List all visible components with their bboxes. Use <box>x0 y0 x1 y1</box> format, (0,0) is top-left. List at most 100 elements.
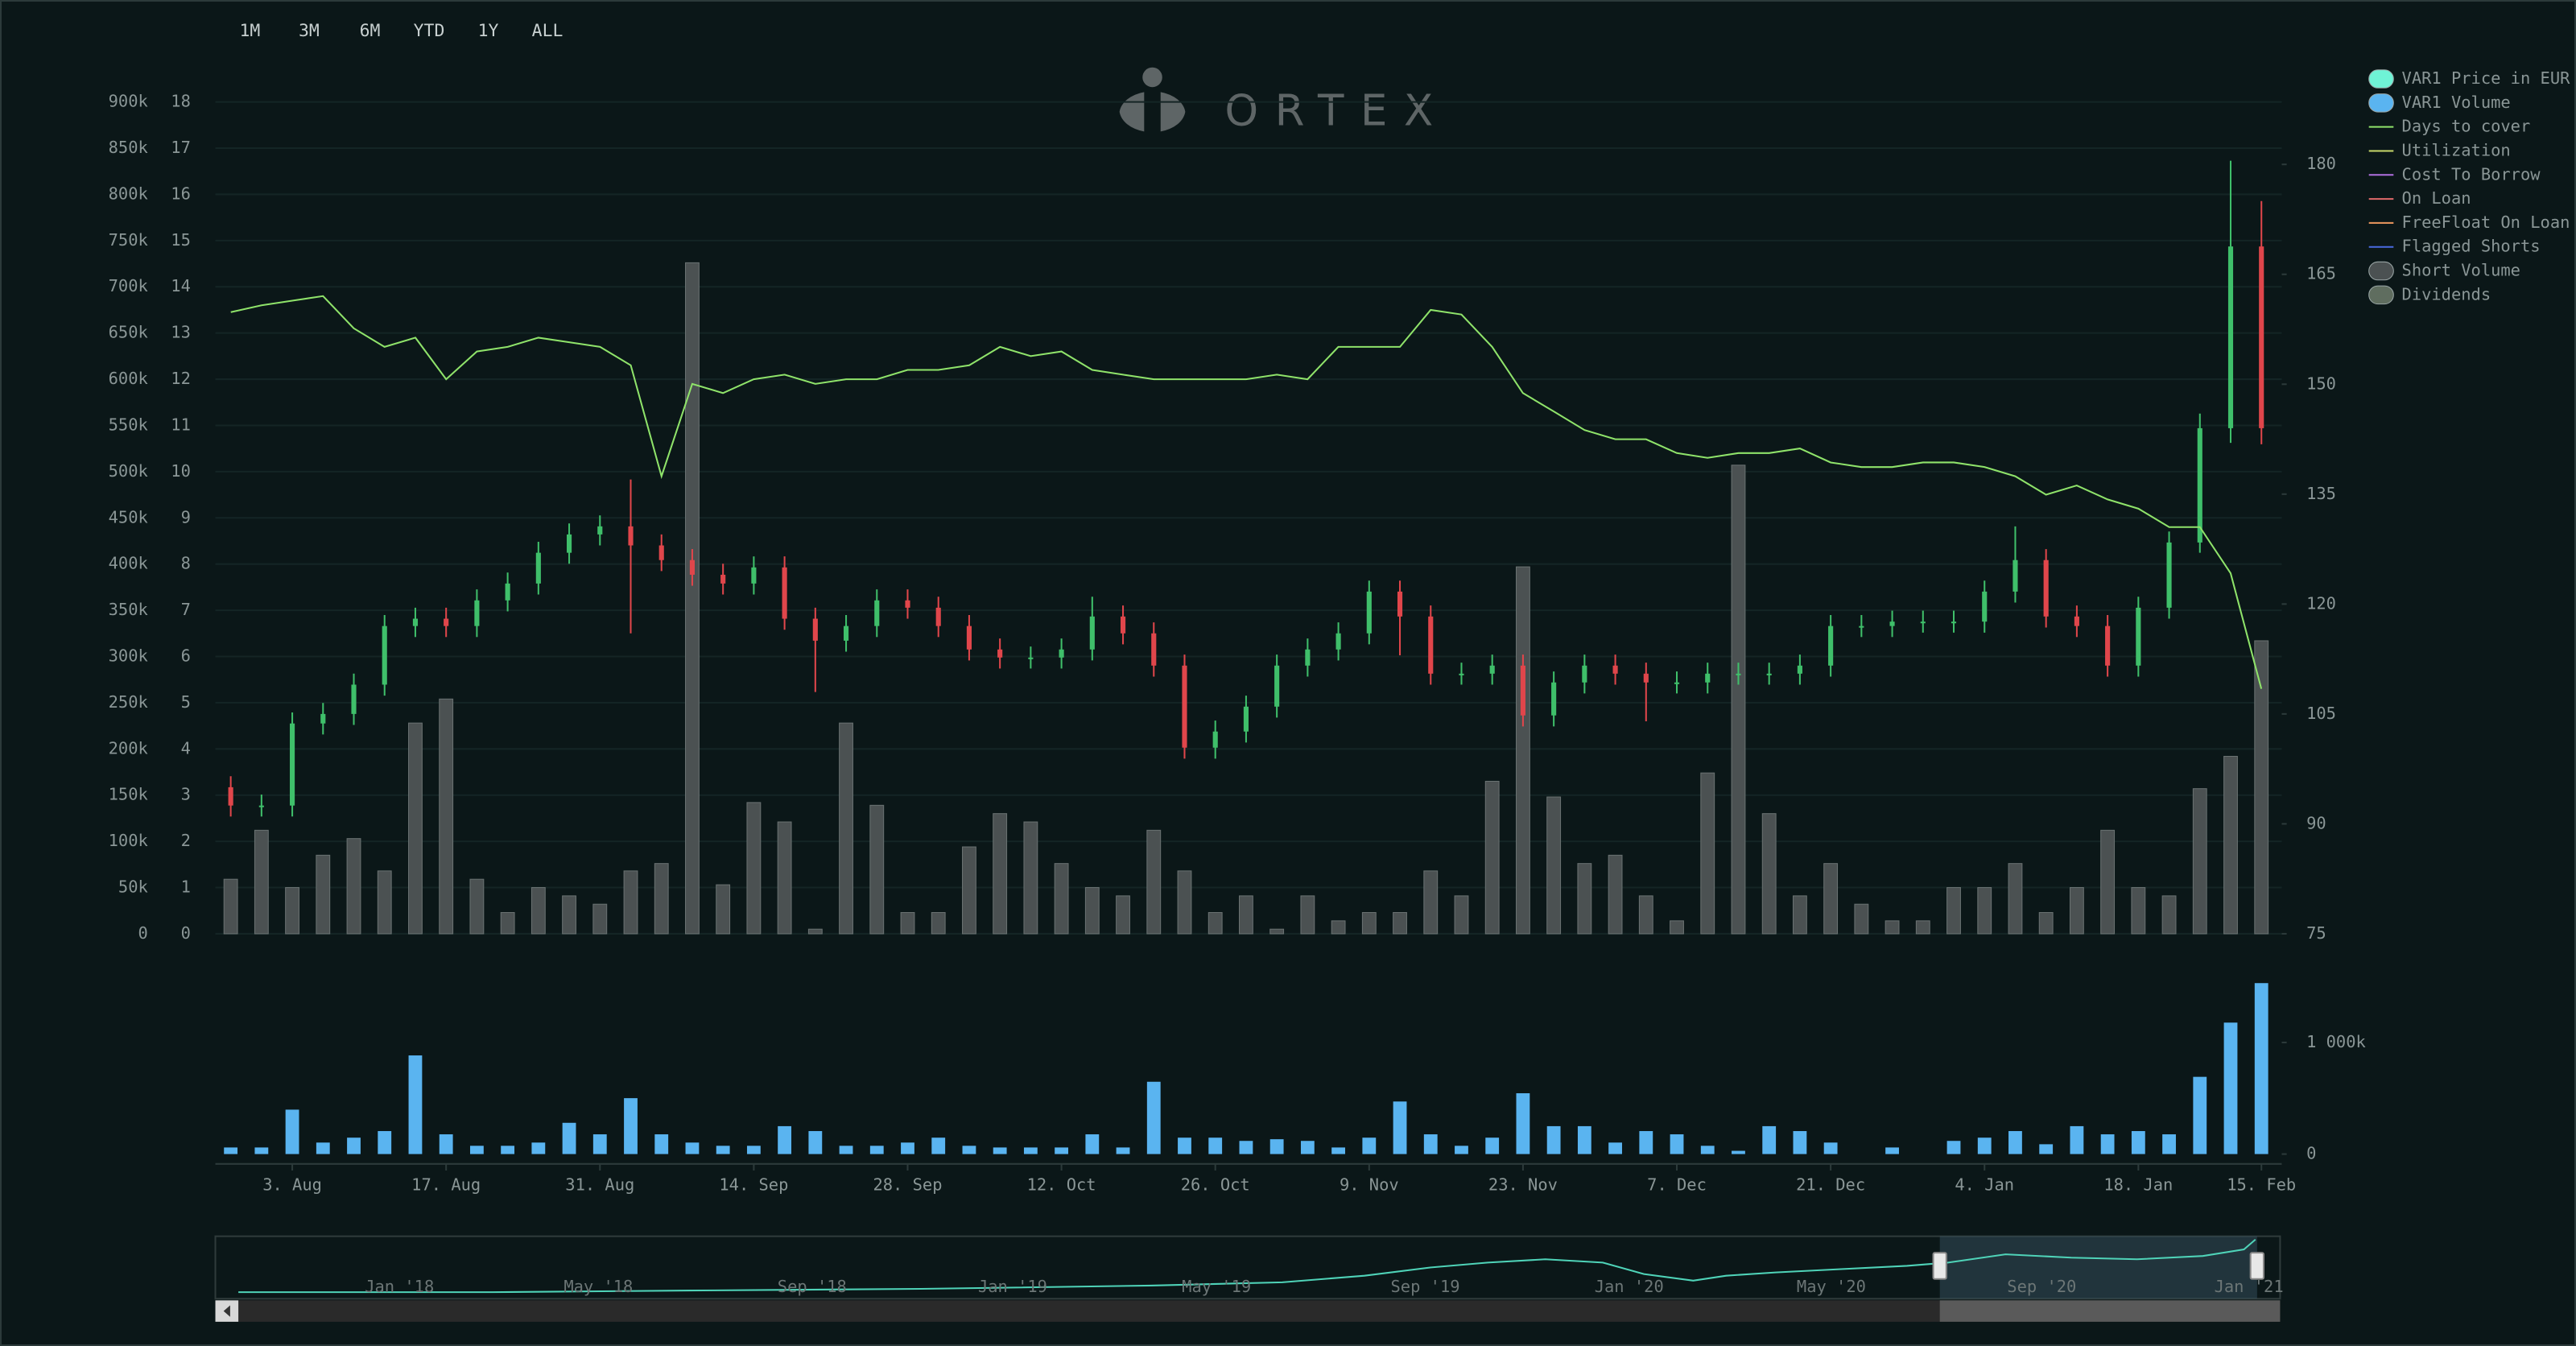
short-volume-bar <box>1361 912 1377 935</box>
legend-label[interactable]: VAR1 Price in EUR <box>2402 68 2571 88</box>
candle-body <box>1089 616 1095 650</box>
volume-bar <box>1055 1147 1069 1154</box>
candle-body <box>1520 665 1525 716</box>
volume-bar <box>2100 1134 2115 1154</box>
short-volume-bar <box>2223 755 2238 935</box>
volume-bar <box>1455 1146 1468 1154</box>
range-button[interactable]: 1M <box>239 21 260 41</box>
dtc-tick-label: 14 <box>171 276 191 295</box>
short-volume-bar <box>1670 920 1684 935</box>
legend-label[interactable]: FreeFloat On Loan <box>2402 213 2570 232</box>
candle-body <box>258 805 264 807</box>
short-volume-bar <box>316 854 331 935</box>
short-volume-bar <box>685 262 700 935</box>
legend-label[interactable]: Flagged Shorts <box>2402 237 2541 256</box>
short-volume-bar <box>1977 887 1992 935</box>
legend-label[interactable]: Dividends <box>2402 284 2491 303</box>
navigator-selection[interactable] <box>1939 1236 2257 1299</box>
short-volume-bar <box>807 928 823 935</box>
volume-bar <box>654 1134 669 1154</box>
short-volume-bar <box>1885 920 1900 935</box>
legend-label[interactable]: Cost To Borrow <box>2402 164 2541 184</box>
navigator-label: Sep '20 <box>2007 1277 2076 1296</box>
volume-bar <box>254 1147 269 1154</box>
y-tick-label: 200k <box>109 738 148 758</box>
candle-body <box>1797 665 1802 674</box>
x-tick-label: 28. Sep <box>873 1175 942 1194</box>
candle-body <box>1951 621 1957 624</box>
short-volume-bar <box>346 838 361 935</box>
volume-bar <box>685 1142 700 1154</box>
range-button[interactable]: 6M <box>360 21 381 41</box>
dtc-tick-label: 11 <box>171 415 191 434</box>
short-volume-bar <box>1515 566 1530 935</box>
legend-label[interactable]: Utilization <box>2402 140 2511 159</box>
candle-body <box>1920 621 1926 624</box>
legend-label[interactable]: Days to cover <box>2402 117 2531 136</box>
legend-marker[interactable] <box>2368 93 2394 113</box>
dtc-tick-label: 3 <box>181 785 191 804</box>
range-button[interactable]: YTD <box>414 21 445 41</box>
candle-body <box>1120 616 1126 634</box>
scrollbar-track[interactable] <box>215 1300 2281 1322</box>
legend-label[interactable]: VAR1 Volume <box>2402 93 2511 112</box>
scrollbar-thumb[interactable] <box>1939 1300 2281 1322</box>
legend-label[interactable]: Short Volume <box>2402 261 2520 280</box>
short-volume-bar <box>746 802 762 935</box>
short-volume-bar <box>377 870 392 935</box>
volume-bar <box>1146 1081 1161 1154</box>
scrollbar-arrow <box>223 1305 230 1317</box>
short-volume-bar <box>1023 821 1038 935</box>
short-volume-bar <box>1116 895 1130 935</box>
volume-bar <box>1239 1141 1253 1154</box>
candle-body <box>597 526 603 535</box>
volume-bar <box>869 1146 884 1154</box>
range-button[interactable]: 1Y <box>478 21 499 41</box>
short-volume-bar <box>716 884 731 935</box>
legend-marker[interactable] <box>2368 285 2394 305</box>
range-button[interactable]: 3M <box>299 21 320 41</box>
candle-body <box>2197 427 2202 543</box>
range-button[interactable]: ALL <box>532 21 564 41</box>
candle-body <box>382 626 387 685</box>
x-tick-label: 23. Nov <box>1488 1175 1558 1194</box>
short-volume-bar <box>2008 863 2023 935</box>
legend-label[interactable]: On Loan <box>2402 188 2471 208</box>
navigator-handle[interactable] <box>2249 1252 2265 1280</box>
candle-body <box>2166 542 2172 608</box>
short-volume-bar <box>500 912 515 935</box>
short-volume-bar <box>1546 796 1562 935</box>
logo-icon <box>1142 67 1162 88</box>
short-volume-bar <box>469 878 485 935</box>
short-volume-bar <box>962 846 976 935</box>
short-volume-bar <box>1146 829 1162 935</box>
legend-marker[interactable] <box>2368 69 2394 89</box>
dtc-tick-label: 16 <box>171 184 191 203</box>
volume-bar <box>1823 1142 1838 1154</box>
volume-bar <box>2039 1144 2054 1154</box>
volume-bar <box>2193 1076 2207 1154</box>
days-to-cover-line <box>230 295 2263 689</box>
volume-bar <box>993 1147 1007 1154</box>
short-volume-bar <box>1269 928 1285 935</box>
volume-bar <box>469 1146 484 1154</box>
volume-bar <box>439 1134 453 1154</box>
candle-body <box>2043 559 2049 617</box>
short-volume-bar <box>530 887 546 935</box>
navigator-handle[interactable] <box>1932 1252 1947 1280</box>
volume-bar <box>316 1142 330 1154</box>
x-tick-label: 12. Oct <box>1027 1175 1096 1194</box>
volume-bar <box>1577 1125 1591 1154</box>
candle-body <box>1736 673 1741 675</box>
x-tick-label: 3. Aug <box>262 1175 322 1194</box>
candle-body <box>2013 559 2018 592</box>
volume-bar <box>1085 1134 1100 1154</box>
volume-bar <box>1331 1147 1345 1154</box>
navigator-label: May '20 <box>1797 1277 1866 1296</box>
volume-bar <box>1670 1134 1684 1154</box>
navigator-label: May '19 <box>1182 1277 1251 1296</box>
legend-marker[interactable] <box>2368 261 2394 281</box>
x-tick-label: 17. Aug <box>411 1175 481 1194</box>
volume-bar <box>839 1146 853 1154</box>
y-tick-label: 850k <box>109 138 148 157</box>
